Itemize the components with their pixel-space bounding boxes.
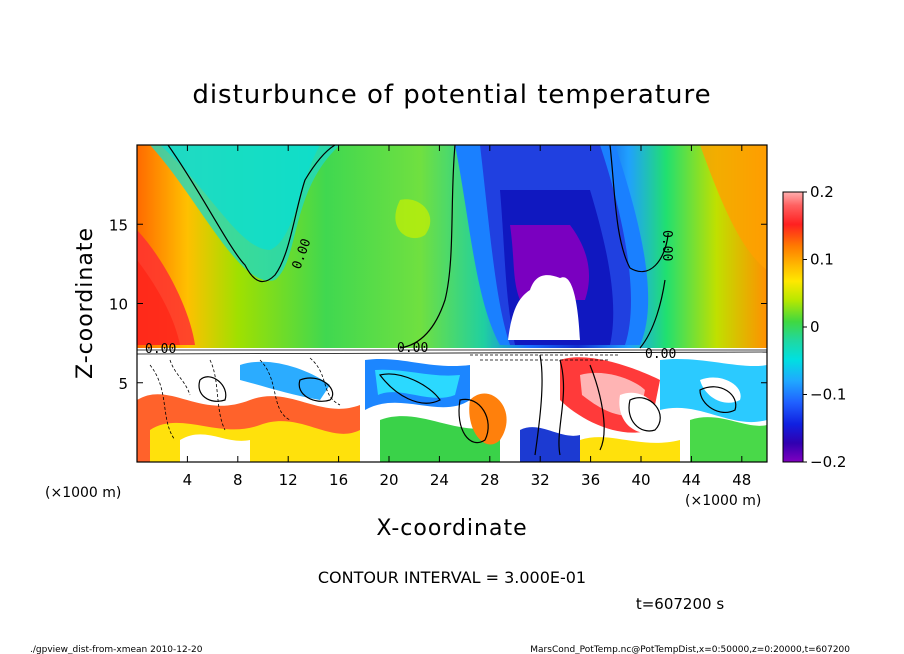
x-tick-label: 32 bbox=[531, 471, 550, 489]
y-tick-label: 10 bbox=[109, 296, 128, 314]
time-stamp: t=607200 s bbox=[636, 595, 724, 613]
footer-left: ./gpview_dist-from-xmean 2010-12-20 bbox=[30, 645, 203, 654]
colorbar bbox=[782, 191, 804, 463]
contour-label: 0.00 bbox=[659, 230, 674, 261]
x-tick-label: 40 bbox=[631, 471, 650, 489]
x-tick-label: 12 bbox=[279, 471, 298, 489]
heatmap-field bbox=[137, 145, 767, 462]
y-tick-label: 5 bbox=[118, 375, 128, 393]
colorbar-tick-label: 0.1 bbox=[810, 251, 834, 269]
y-axis-label: Z-coordinate bbox=[73, 227, 98, 379]
z-unit-label: (×1000 m) bbox=[45, 485, 121, 501]
x-tick-label: 48 bbox=[732, 471, 751, 489]
x-tick-label: 20 bbox=[379, 471, 398, 489]
colorbar-tick-label: 0 bbox=[810, 318, 820, 336]
x-tick-label: 8 bbox=[233, 471, 243, 489]
colorbar-tick-label: −0.1 bbox=[810, 386, 846, 404]
colorbar-tick-label: −0.2 bbox=[810, 453, 846, 471]
x-tick-label: 28 bbox=[480, 471, 499, 489]
x-tick-label: 36 bbox=[581, 471, 600, 489]
colorbar-ticks: 0.2 0.1 0 −0.1 −0.2 bbox=[803, 183, 846, 471]
y-tick-label: 15 bbox=[109, 216, 128, 234]
x-axis-label: X-coordinate bbox=[376, 516, 527, 541]
colorbar-tick-label: 0.2 bbox=[810, 183, 834, 201]
contour-label: 0.00 bbox=[645, 347, 676, 362]
footer-right: MarsCond_PotTemp.nc@PotTempDist,x=0:5000… bbox=[530, 645, 850, 654]
contour-interval: CONTOUR INTERVAL = 3.000E-01 bbox=[318, 568, 586, 587]
y-axis: 5 10 15 bbox=[109, 216, 767, 393]
x-axis: 4 8 12 16 20 24 28 32 36 40 44 48 bbox=[183, 145, 751, 489]
x-unit-label: (×1000 m) bbox=[685, 493, 761, 509]
x-tick-label: 4 bbox=[183, 471, 193, 489]
contour-label: 0.00 bbox=[397, 341, 428, 356]
chart-title: disturbunce of potential temperature bbox=[192, 80, 711, 110]
x-tick-label: 16 bbox=[329, 471, 348, 489]
contour-label: 0.00 bbox=[145, 342, 176, 357]
x-tick-label: 24 bbox=[430, 471, 449, 489]
x-tick-label: 44 bbox=[682, 471, 701, 489]
